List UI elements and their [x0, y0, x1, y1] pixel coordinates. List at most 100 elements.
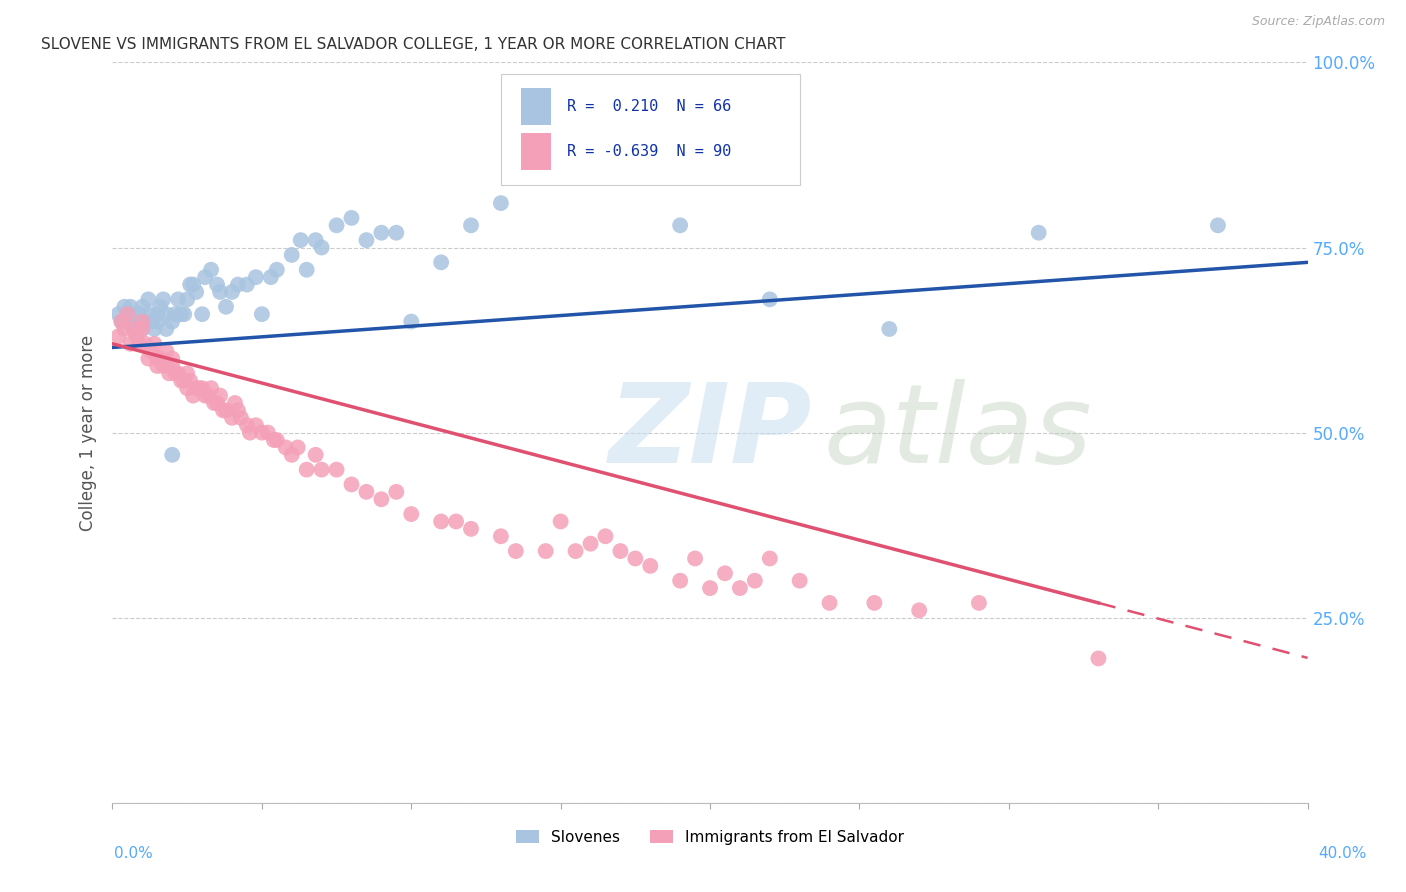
- Point: [226, 403, 249, 417]
- Point: [370, 226, 392, 240]
- Point: [131, 314, 153, 328]
- Point: [202, 396, 225, 410]
- Point: [146, 359, 169, 373]
- Point: [863, 596, 886, 610]
- Point: [117, 307, 139, 321]
- Point: [125, 329, 148, 343]
- Point: [110, 314, 132, 328]
- Point: [340, 477, 363, 491]
- FancyBboxPatch shape: [522, 133, 551, 169]
- Point: [595, 529, 617, 543]
- Point: [257, 425, 280, 440]
- Point: [236, 418, 259, 433]
- Point: [155, 322, 177, 336]
- Point: [149, 351, 172, 366]
- Point: [152, 359, 174, 373]
- Point: [146, 314, 169, 328]
- Point: [128, 336, 150, 351]
- Point: [505, 544, 527, 558]
- Point: [669, 219, 692, 233]
- Point: [340, 211, 363, 225]
- Point: [401, 507, 423, 521]
- Point: [908, 603, 931, 617]
- Point: [460, 219, 482, 233]
- Point: [143, 322, 166, 336]
- Point: [125, 314, 148, 328]
- Point: [120, 314, 142, 328]
- Point: [266, 433, 288, 447]
- Point: [179, 374, 201, 388]
- Point: [162, 351, 183, 366]
- Point: [194, 270, 217, 285]
- Point: [818, 596, 841, 610]
- Point: [239, 425, 262, 440]
- Point: [221, 410, 243, 425]
- Point: [212, 403, 235, 417]
- Text: R = -0.639  N = 90: R = -0.639 N = 90: [567, 144, 731, 159]
- Point: [311, 240, 333, 255]
- Point: [311, 462, 333, 476]
- Point: [287, 441, 309, 455]
- Point: [714, 566, 737, 581]
- Point: [155, 344, 177, 359]
- Point: [305, 233, 328, 247]
- Point: [122, 322, 145, 336]
- Point: [143, 336, 166, 351]
- Point: [669, 574, 692, 588]
- FancyBboxPatch shape: [501, 73, 800, 185]
- Text: atlas: atlas: [824, 379, 1092, 486]
- Point: [281, 248, 304, 262]
- Point: [550, 515, 572, 529]
- Point: [200, 381, 222, 395]
- Point: [188, 381, 211, 395]
- Point: [325, 219, 347, 233]
- Point: [385, 226, 408, 240]
- Point: [305, 448, 328, 462]
- Point: [744, 574, 766, 588]
- Point: [165, 367, 187, 381]
- Point: [128, 307, 150, 321]
- Legend: Slovenes, Immigrants from El Salvador: Slovenes, Immigrants from El Salvador: [509, 823, 911, 851]
- Point: [114, 322, 135, 336]
- Point: [534, 544, 557, 558]
- Point: [176, 381, 198, 395]
- Text: R =  0.210  N = 66: R = 0.210 N = 66: [567, 99, 731, 114]
- Point: [209, 388, 232, 402]
- Point: [157, 367, 180, 381]
- Point: [167, 293, 190, 307]
- Text: SLOVENE VS IMMIGRANTS FROM EL SALVADOR COLLEGE, 1 YEAR OR MORE CORRELATION CHART: SLOVENE VS IMMIGRANTS FROM EL SALVADOR C…: [41, 37, 786, 52]
- Point: [191, 381, 214, 395]
- Point: [370, 492, 392, 507]
- Point: [167, 367, 190, 381]
- Point: [356, 233, 378, 247]
- Point: [146, 307, 169, 321]
- Point: [134, 336, 156, 351]
- Point: [245, 418, 267, 433]
- Point: [215, 300, 238, 314]
- Point: [162, 359, 183, 373]
- Point: [176, 367, 198, 381]
- Point: [564, 544, 586, 558]
- Point: [609, 544, 631, 558]
- Point: [226, 277, 249, 292]
- Point: [141, 314, 163, 328]
- Point: [138, 351, 160, 366]
- Point: [186, 285, 208, 299]
- Point: [266, 262, 288, 277]
- Point: [728, 581, 751, 595]
- Point: [236, 277, 259, 292]
- Point: [170, 307, 193, 321]
- Point: [186, 381, 208, 395]
- Point: [173, 307, 195, 321]
- Point: [141, 344, 163, 359]
- Text: Source: ZipAtlas.com: Source: ZipAtlas.com: [1251, 15, 1385, 28]
- Point: [209, 285, 232, 299]
- Point: [191, 307, 214, 321]
- Point: [179, 277, 201, 292]
- Point: [224, 396, 246, 410]
- Point: [489, 529, 512, 543]
- Text: 40.0%: 40.0%: [1319, 847, 1367, 861]
- Point: [152, 293, 174, 307]
- Point: [149, 300, 172, 314]
- Point: [356, 484, 378, 499]
